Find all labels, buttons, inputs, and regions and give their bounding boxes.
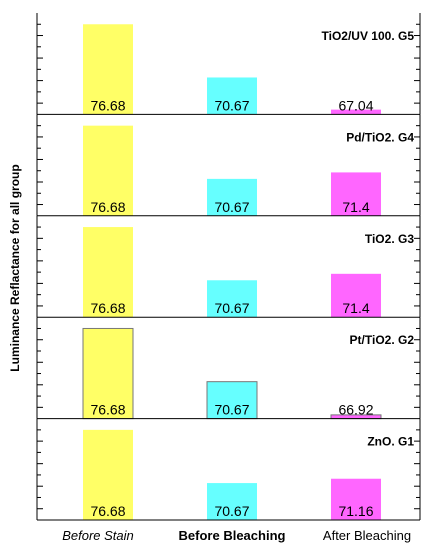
panel-2: 76.68 70.67 71.4 Pd/TiO2. G4 (36, 114, 421, 217)
panel-title-4: Pt/TiO2. G2 (350, 333, 415, 347)
panel-title-5: ZnO. G1 (367, 435, 414, 449)
data-label-2-3: 71.4 (342, 199, 369, 215)
panels: 76.68 70.67 67.04 TiO2/UV 100. G5 76.68 70.67… (36, 13, 421, 521)
bar-2-1 (83, 125, 133, 216)
category-label-1: Before Stain (62, 528, 134, 543)
data-label-2-2: 70.67 (214, 199, 249, 215)
bar-1-2 (207, 77, 257, 115)
y-axis-label: Luminance Reflactance for all group (8, 164, 22, 371)
panel-title-1: TiO2/UV 100. G5 (322, 29, 415, 43)
panel-1: 76.68 70.67 67.04 TiO2/UV 100. G5 (36, 13, 421, 115)
bar-4-2 (206, 381, 258, 420)
category-label-2: Before Bleaching (179, 528, 286, 543)
data-label-2-1: 76.68 (90, 199, 125, 215)
bar-5-3 (331, 478, 381, 520)
data-label-5-1: 76.68 (90, 503, 125, 519)
data-label-5-2: 70.67 (214, 503, 249, 519)
bar-3-1 (83, 227, 133, 318)
panel-title-2: Pd/TiO2. G4 (346, 130, 414, 144)
data-label-3-2: 70.67 (214, 300, 249, 316)
panel-title-3: TiO2. G3 (365, 232, 414, 246)
bar-1-1 (83, 24, 133, 115)
bar-2-3 (331, 172, 381, 216)
data-label-3-1: 76.68 (90, 300, 125, 316)
data-label-4-2: 70.67 (214, 402, 249, 418)
panel-3: 76.68 70.67 71.4 TiO2. G3 (36, 215, 421, 318)
category-label-3: After Bleaching (323, 528, 411, 543)
bar-4-1 (82, 327, 134, 420)
bar-5-1 (83, 429, 133, 520)
data-label-4-3: 66.92 (338, 402, 373, 418)
data-label-1-2: 70.67 (214, 97, 249, 113)
bar-3-2 (207, 280, 257, 318)
data-label-4-1: 76.68 (90, 402, 125, 418)
panel-5: 76.68 70.67 71.16 ZnO. G1 (36, 418, 421, 521)
bar-2-2 (207, 178, 257, 216)
data-label-5-3: 71.16 (338, 503, 373, 519)
bar-1-3 (331, 109, 381, 115)
category-labels: Before Stain Before Bleaching After Bleach… (62, 528, 411, 543)
bar-3-3 (331, 273, 381, 318)
data-label-1-1: 76.68 (90, 97, 125, 113)
bar-5-2 (207, 483, 257, 520)
data-label-1-3: 67.04 (338, 97, 373, 113)
panel-4: 76.68 70.67 66.92 Pt/TiO2. G2 (36, 317, 421, 420)
data-label-3-3: 71.4 (342, 300, 369, 316)
